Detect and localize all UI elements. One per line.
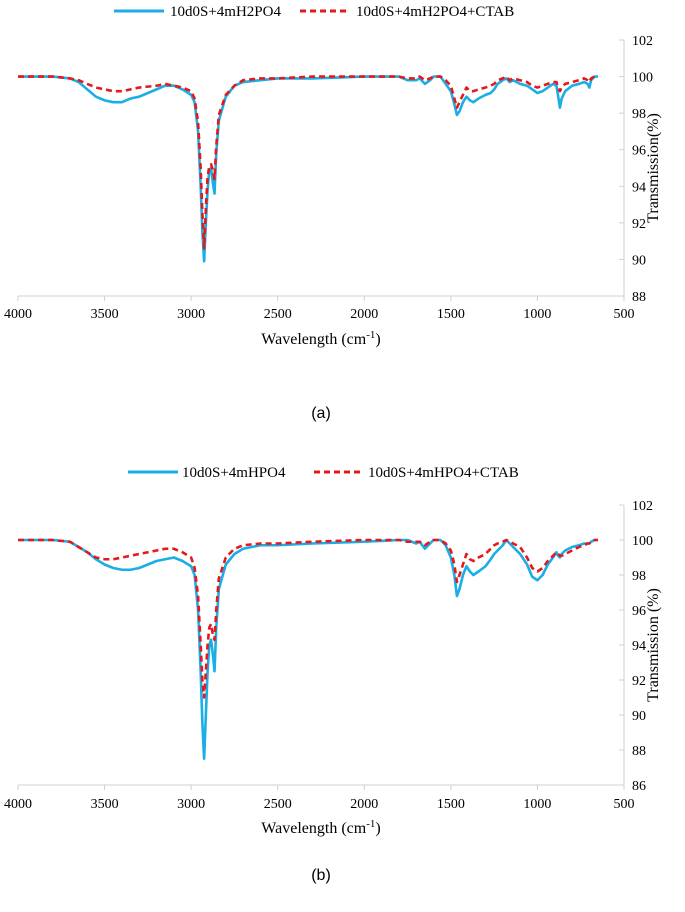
series-line-1 (18, 75, 599, 263)
x-tick-label: 3500 (91, 307, 119, 322)
x-tick-label: 3000 (177, 307, 205, 322)
chart-b: 4000 3500 3000 2500 2000 1500 1000 500 86 88 90 92 9… (4, 465, 662, 884)
y-axis-label: Transmission (%) (645, 588, 662, 702)
y-tick-label: 94 (632, 180, 646, 195)
y-tick-label: 100 (632, 71, 653, 86)
x-tick-label: 1500 (437, 797, 465, 812)
y-tick-label: 90 (632, 253, 646, 268)
x-tick-label: 1000 (523, 797, 551, 812)
y-tick-label: 90 (632, 709, 646, 724)
y-tick-label: 94 (632, 639, 646, 654)
figure-caption: (a) (311, 405, 331, 422)
x-tick-label: 3000 (177, 797, 205, 812)
y-tick-label: 100 (632, 534, 653, 549)
series-line-2 (18, 538, 599, 699)
x-tick-label: 1000 (523, 307, 551, 322)
x-tick-label: 2000 (350, 307, 378, 322)
y-tick-label: 88 (632, 744, 646, 759)
x-tick-label: 2000 (350, 797, 378, 812)
y-tick-label: 92 (632, 217, 646, 232)
y-tick-label: 86 (632, 779, 646, 794)
legend-label: 10d0S+4mH2PO4 (170, 4, 281, 20)
series-line-2 (18, 75, 599, 250)
y-tick-label: 88 (632, 290, 646, 305)
legend-label: 10d0S+4mHPO4 (182, 465, 286, 481)
legend-label: 10d0S+4mHPO4+CTAB (368, 465, 519, 481)
x-tick-label: 500 (614, 797, 635, 812)
series-line-1 (18, 538, 599, 761)
y-tick-label: 92 (632, 674, 646, 689)
y-tick-label: 98 (632, 569, 646, 584)
x-tick-label: 4000 (4, 307, 32, 322)
y-tick-label: 102 (632, 34, 653, 49)
x-axis-label: Wavelength (cm-1) (261, 818, 380, 837)
y-tick-label: 96 (632, 144, 646, 159)
x-tick-label: 3500 (91, 797, 119, 812)
x-tick-label: 500 (614, 307, 635, 322)
chart-a: 4000 3500 3000 2500 2000 1500 1000 500 88 90 92 94 9… (4, 4, 662, 422)
x-tick-label: 2500 (264, 307, 292, 322)
x-tick-label: 1500 (437, 307, 465, 322)
y-tick-label: 96 (632, 604, 646, 619)
figure-caption: (b) (311, 867, 331, 884)
x-tick-label: 2500 (264, 797, 292, 812)
y-tick-label: 98 (632, 107, 646, 122)
y-axis-label: Transmission(%) (645, 113, 662, 223)
legend-label: 10d0S+4mH2PO4+CTAB (356, 4, 514, 20)
y-tick-label: 102 (632, 499, 653, 514)
x-tick-label: 4000 (4, 797, 32, 812)
x-axis-label: Wavelength (cm-1) (261, 329, 380, 348)
